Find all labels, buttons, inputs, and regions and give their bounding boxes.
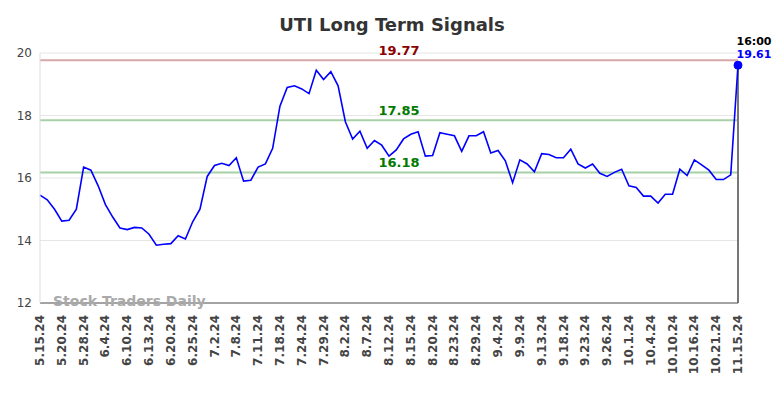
svg-text:9.4.24: 9.4.24 bbox=[491, 315, 505, 358]
svg-text:5.20.24: 5.20.24 bbox=[55, 315, 69, 366]
svg-text:16: 16 bbox=[17, 171, 32, 185]
svg-text:8.7.24: 8.7.24 bbox=[360, 315, 374, 358]
svg-text:11.15.24: 11.15.24 bbox=[731, 315, 745, 374]
svg-text:5.15.24: 5.15.24 bbox=[33, 315, 47, 366]
svg-text:7.24.24: 7.24.24 bbox=[295, 315, 309, 366]
svg-text:10.4.24: 10.4.24 bbox=[644, 315, 658, 366]
svg-text:9.13.24: 9.13.24 bbox=[535, 315, 549, 366]
svg-text:7.8.24: 7.8.24 bbox=[229, 315, 243, 358]
html-text:UTI Long Term Signals: UTI Long Term Signals bbox=[279, 14, 505, 35]
svg-text:16.18: 16.18 bbox=[378, 155, 419, 170]
svg-text:6.10.24: 6.10.24 bbox=[120, 315, 134, 366]
svg-text:8.23.24: 8.23.24 bbox=[447, 315, 461, 366]
svg-text:19.61: 19.61 bbox=[737, 48, 772, 61]
svg-text:8.12.24: 8.12.24 bbox=[382, 315, 396, 366]
svg-text:9.18.24: 9.18.24 bbox=[557, 315, 571, 366]
svg-text:7.2.24: 7.2.24 bbox=[208, 315, 222, 358]
svg-text:16:00: 16:00 bbox=[736, 35, 771, 48]
svg-text:19.77: 19.77 bbox=[378, 43, 419, 58]
svg-text:14: 14 bbox=[17, 234, 32, 248]
svg-text:6.13.24: 6.13.24 bbox=[142, 315, 156, 366]
html-text:Stock Traders Daily: Stock Traders Daily bbox=[53, 293, 206, 309]
svg-text:7.11.24: 7.11.24 bbox=[251, 315, 265, 366]
svg-text:10.21.24: 10.21.24 bbox=[709, 315, 723, 374]
svg-text:8.2.24: 8.2.24 bbox=[338, 315, 352, 358]
svg-text:20: 20 bbox=[17, 46, 32, 60]
svg-text:10.10.24: 10.10.24 bbox=[666, 315, 680, 374]
svg-text:9.23.24: 9.23.24 bbox=[578, 315, 592, 366]
svg-text:6.20.24: 6.20.24 bbox=[164, 315, 178, 366]
svg-text:6.25.24: 6.25.24 bbox=[186, 315, 200, 366]
svg-text:10.1.24: 10.1.24 bbox=[622, 315, 636, 366]
svg-text:18: 18 bbox=[17, 109, 32, 123]
svg-text:8.29.24: 8.29.24 bbox=[469, 315, 483, 366]
svg-text:9.26.24: 9.26.24 bbox=[600, 315, 614, 366]
svg-text:17.85: 17.85 bbox=[378, 103, 419, 118]
svg-text:10.16.24: 10.16.24 bbox=[687, 315, 701, 374]
svg-text:9.9.24: 9.9.24 bbox=[513, 315, 527, 358]
svg-text:5.28.24: 5.28.24 bbox=[77, 315, 91, 366]
svg-text:8.15.24: 8.15.24 bbox=[404, 315, 418, 366]
svg-text:7.29.24: 7.29.24 bbox=[317, 315, 331, 366]
svg-text:7.18.24: 7.18.24 bbox=[273, 315, 287, 366]
svg-text:12: 12 bbox=[17, 296, 32, 310]
svg-text:6.4.24: 6.4.24 bbox=[98, 315, 112, 358]
svg-text:8.20.24: 8.20.24 bbox=[426, 315, 440, 366]
